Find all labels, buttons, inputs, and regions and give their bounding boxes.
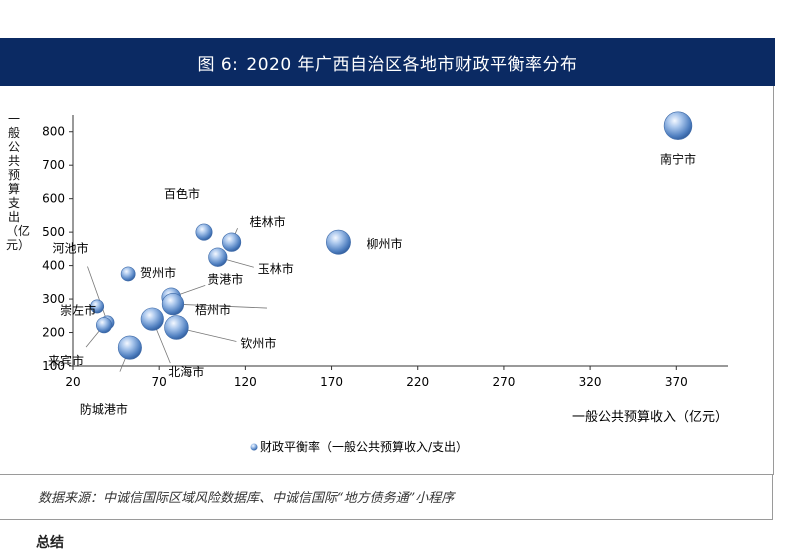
y-tick-label: 800 <box>42 125 65 139</box>
y-tick-label: 300 <box>42 292 65 306</box>
point-label: 柳州市 <box>366 236 402 251</box>
point-label: 贵港市 <box>207 271 243 286</box>
figure-label: 图 6: <box>197 54 239 75</box>
x-tick-label: 320 <box>579 375 602 389</box>
bubble <box>90 299 105 314</box>
y-tick-label: 500 <box>42 225 65 239</box>
x-tick-label: 370 <box>665 375 688 389</box>
leader-line <box>87 266 108 323</box>
y-tick-label: 400 <box>42 259 65 273</box>
point-label: 来宾市 <box>48 353 84 368</box>
y-tick-label: 200 <box>42 326 65 340</box>
y-tick-label: 100 <box>42 359 65 373</box>
bubble <box>663 111 693 140</box>
x-tick-label: 170 <box>320 375 343 389</box>
axes: 100 200 300 400 500 600 700 800 20 70 120 170 220 270… <box>42 115 728 389</box>
point-label: 玉林市 <box>258 261 294 276</box>
bubble <box>326 229 351 255</box>
x-tick-label: 20 <box>65 375 80 389</box>
point-label: 钦州市 <box>240 336 276 351</box>
bubble <box>95 317 113 334</box>
chart-frame <box>0 86 774 475</box>
legend-label: 财政平衡率（一般公共预算收入/支出） <box>260 439 468 454</box>
section-heading-fragment: 总结 <box>36 535 64 551</box>
legend: 财政平衡率（一般公共预算收入/支出） <box>250 439 468 454</box>
leader-line <box>172 303 267 309</box>
figure-title: 2020 年广西自治区各地市财政平衡率分布 <box>246 54 578 75</box>
point-label: 贺州市 <box>140 265 176 280</box>
y-tick-label: 600 <box>42 192 65 206</box>
point-label: 桂林市 <box>250 214 286 229</box>
x-tick-label: 120 <box>234 375 257 389</box>
bubble <box>120 266 136 282</box>
point-label: 北海市 <box>168 364 204 379</box>
bubble <box>117 335 142 360</box>
figure-title-bar: 图 6: 2020 年广西自治区各地市财政平衡率分布 <box>0 38 775 86</box>
bubble <box>195 223 213 241</box>
bubble <box>221 232 242 252</box>
legend-marker <box>250 443 258 451</box>
y-tick-label: 700 <box>42 158 65 172</box>
bubbles <box>90 111 693 360</box>
point-label: 河池市 <box>52 240 88 255</box>
point-label: 南宁市 <box>660 152 696 167</box>
x-tick-label: 70 <box>152 375 167 389</box>
x-tick-label: 270 <box>492 375 515 389</box>
bubble <box>140 307 164 331</box>
point-label: 崇左市 <box>60 302 96 317</box>
source-note: 数据来源：中诚信国际区域风险数据库、中诚信国际“地方债务通”小程序 <box>0 474 773 520</box>
point-label: 防城港市 <box>80 402 128 417</box>
bubble <box>161 292 185 316</box>
point-label: 百色市 <box>164 186 200 201</box>
bubble <box>208 247 228 267</box>
x-axis-label: 一般公共预算收入（亿元） <box>572 409 728 425</box>
bubble <box>164 315 189 340</box>
point-label: 梧州市 <box>195 302 231 317</box>
x-tick-label: 220 <box>406 375 429 389</box>
